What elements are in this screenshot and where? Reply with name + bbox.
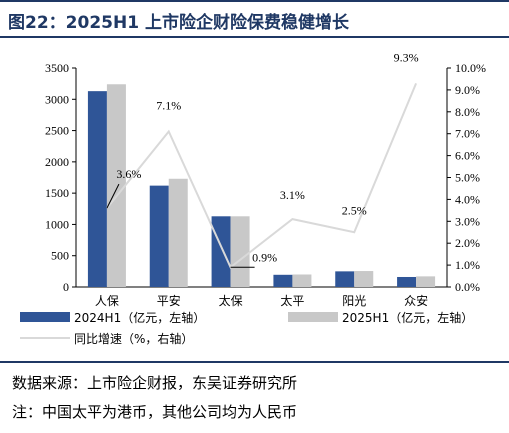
- left-tick-label: 500: [51, 249, 69, 263]
- left-tick-label: 2000: [45, 155, 69, 169]
- legend-label: 同比增速（%，右轴）: [74, 331, 193, 346]
- bar-2025h1: [168, 178, 188, 287]
- legend-swatch: [288, 312, 338, 322]
- growth-data-label: 9.3%: [394, 50, 419, 64]
- growth-line: [106, 82, 418, 269]
- bar-2025h1: [416, 276, 436, 287]
- right-tick-label: 6.0%: [455, 149, 480, 163]
- left-tick-label: 3000: [45, 92, 69, 106]
- right-tick-label: 2.0%: [455, 236, 480, 250]
- bars: [87, 84, 436, 287]
- right-tick-label: 10.0%: [455, 61, 486, 75]
- category-label: 众安: [404, 293, 428, 308]
- growth-data-label: 3.1%: [280, 188, 305, 202]
- category-label: 阳光: [342, 294, 366, 308]
- bar-2025h1: [230, 216, 250, 287]
- bar-2025h1: [292, 274, 312, 287]
- right-tick-label: 5.0%: [455, 171, 480, 185]
- bar-2025h1: [106, 84, 126, 287]
- category-label: 人保: [95, 294, 119, 308]
- bar-2024h1: [397, 276, 417, 287]
- left-ticks: 0 500 1000 1500 2000 2500 3000 3500: [45, 61, 76, 294]
- legend: 2024H1（亿元，左轴） 2025H1（亿元，左轴） 同比增速（%，右轴）: [20, 310, 473, 346]
- left-tick-label: 3500: [45, 61, 69, 75]
- right-tick-label: 8.0%: [455, 105, 480, 119]
- growth-data-label: 3.6%: [116, 167, 141, 181]
- category-label: 平安: [157, 293, 181, 308]
- bar-2024h1: [149, 185, 169, 287]
- figure-title: 图22：2025H1 上市险企财险保费稳健增长: [8, 13, 349, 33]
- right-tick-label: 3.0%: [455, 214, 480, 228]
- right-tick-label: 9.0%: [455, 83, 480, 97]
- left-tick-label: 1500: [45, 186, 69, 200]
- bar-2024h1: [211, 216, 231, 287]
- category-labels: 人保 平安 太保 太平 阳光 众安: [95, 293, 428, 308]
- bar-2024h1: [273, 274, 293, 287]
- growth-data-label: 2.5%: [342, 203, 367, 217]
- right-tick-label: 7.0%: [455, 127, 480, 141]
- growth-leader-line: [106, 183, 120, 209]
- right-tick-label: 0.0%: [455, 280, 480, 294]
- left-tick-label: 2500: [45, 124, 69, 138]
- left-tick-label: 1000: [45, 217, 69, 231]
- right-tick-label: 4.0%: [455, 192, 480, 206]
- growth-polyline: [106, 82, 418, 269]
- growth-labels: 3.6% 7.1% 0.9% 3.1% 2.5% 9.3%: [106, 50, 419, 268]
- legend-label: 2025H1（亿元，左轴）: [342, 310, 473, 325]
- bar-2024h1: [335, 271, 355, 287]
- source-divider: [0, 361, 509, 363]
- legend-label: 2024H1（亿元，左轴）: [74, 310, 205, 325]
- right-tick-label: 1.0%: [455, 258, 480, 272]
- right-ticks: 0.0% 1.0% 2.0% 3.0% 4.0% 5.0% 6.0% 7.0% 8.0% 9.0%…: [447, 61, 486, 294]
- chart-svg: 0 500 1000 1500 2000 2500 3000 3500 0.0% 1.0% 2.0…: [20, 50, 486, 346]
- growth-data-label: 0.9%: [252, 250, 277, 264]
- bar-2024h1: [87, 91, 107, 287]
- growth-data-label: 7.1%: [156, 99, 181, 113]
- category-label: 太保: [219, 293, 243, 308]
- category-label: 太平: [280, 293, 304, 308]
- legend-swatch: [20, 312, 70, 322]
- source-note: 数据来源：上市险企财报，东吴证券研究所: [12, 374, 298, 392]
- footnote: 注：中国太平为港币，其他公司均为人民币: [12, 403, 298, 421]
- bar-2025h1: [354, 271, 374, 287]
- left-tick-label: 0: [63, 280, 69, 294]
- figure-title-bar: 图22：2025H1 上市险企财险保费稳健增长: [0, 0, 509, 38]
